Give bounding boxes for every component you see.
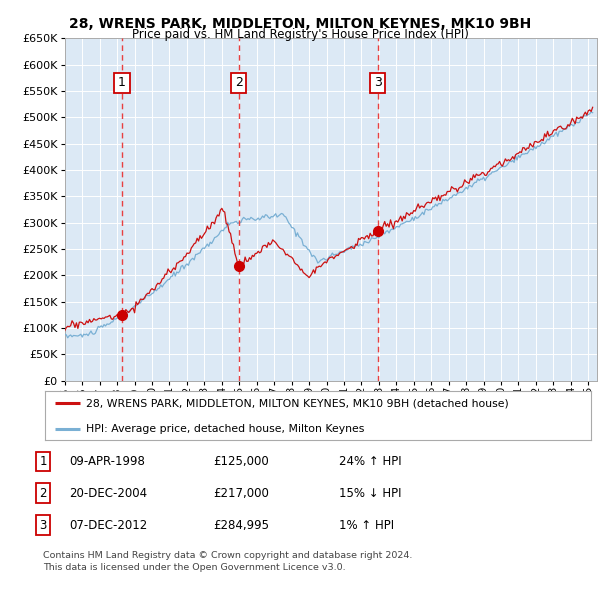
Text: 24% ↑ HPI: 24% ↑ HPI — [339, 455, 401, 468]
Text: Contains HM Land Registry data © Crown copyright and database right 2024.: Contains HM Land Registry data © Crown c… — [43, 552, 413, 560]
Text: £284,995: £284,995 — [213, 519, 269, 532]
Text: 1: 1 — [118, 76, 126, 89]
Text: This data is licensed under the Open Government Licence v3.0.: This data is licensed under the Open Gov… — [43, 563, 346, 572]
Text: 2: 2 — [235, 76, 243, 89]
Text: 15% ↓ HPI: 15% ↓ HPI — [339, 487, 401, 500]
Text: 28, WRENS PARK, MIDDLETON, MILTON KEYNES, MK10 9BH: 28, WRENS PARK, MIDDLETON, MILTON KEYNES… — [69, 17, 531, 31]
Text: £217,000: £217,000 — [213, 487, 269, 500]
Text: 09-APR-1998: 09-APR-1998 — [69, 455, 145, 468]
Text: 3: 3 — [374, 76, 382, 89]
Text: Price paid vs. HM Land Registry's House Price Index (HPI): Price paid vs. HM Land Registry's House … — [131, 28, 469, 41]
Text: 20-DEC-2004: 20-DEC-2004 — [69, 487, 147, 500]
Text: 1% ↑ HPI: 1% ↑ HPI — [339, 519, 394, 532]
Text: 2: 2 — [40, 487, 47, 500]
Text: 07-DEC-2012: 07-DEC-2012 — [69, 519, 147, 532]
Text: HPI: Average price, detached house, Milton Keynes: HPI: Average price, detached house, Milt… — [86, 424, 364, 434]
Text: 3: 3 — [40, 519, 47, 532]
Text: 1: 1 — [40, 455, 47, 468]
Text: 28, WRENS PARK, MIDDLETON, MILTON KEYNES, MK10 9BH (detached house): 28, WRENS PARK, MIDDLETON, MILTON KEYNES… — [86, 398, 509, 408]
Text: £125,000: £125,000 — [213, 455, 269, 468]
